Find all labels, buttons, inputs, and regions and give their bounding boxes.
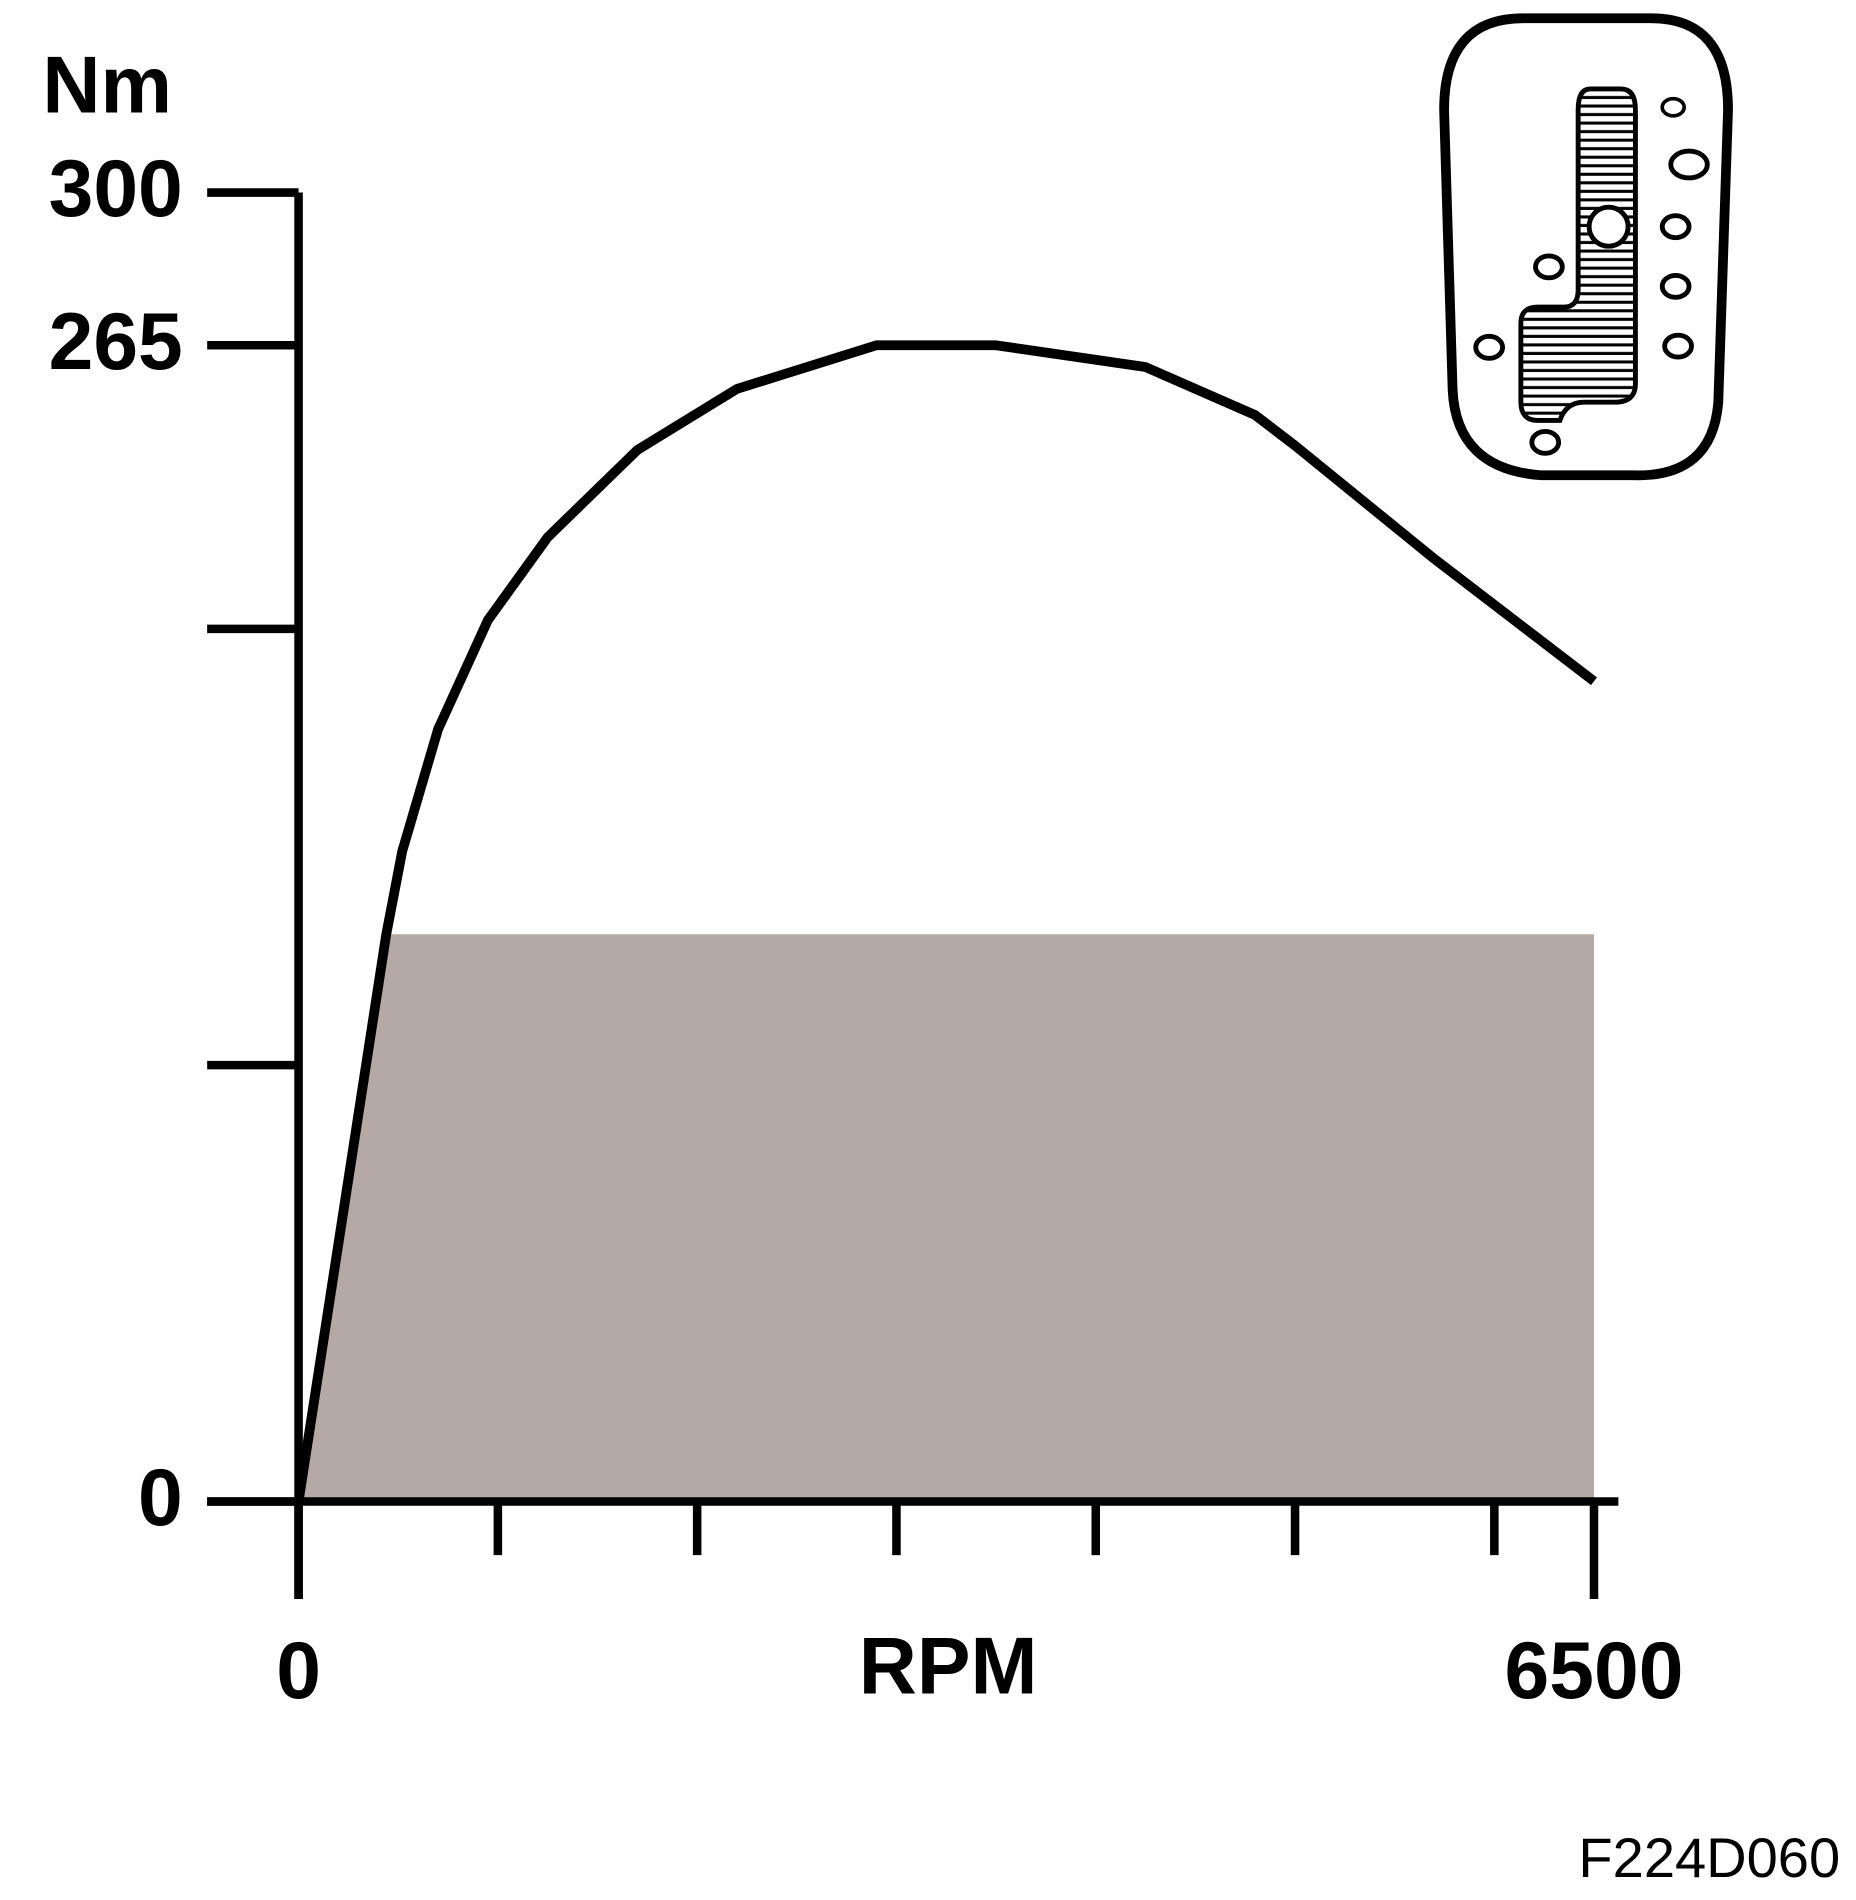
gear-mark [1662, 332, 1694, 360]
gear-mark [1473, 333, 1506, 361]
shifter-gate [1518, 86, 1638, 423]
y-tick-label: 0 [138, 1453, 183, 1543]
shifter-knob [1586, 204, 1631, 249]
gear-mark [1660, 96, 1686, 118]
plot-area: 0 265 300 0 6500 [49, 144, 1684, 1716]
gear-mark [1659, 213, 1692, 241]
gear-mark [1529, 428, 1562, 456]
gear-shifter-icon [1439, 13, 1733, 481]
x-tick-label: 0 [276, 1626, 321, 1716]
gear-mark [1533, 253, 1565, 281]
y-tick-label: 265 [49, 297, 183, 387]
shifter-outline [1439, 13, 1733, 481]
shaded-area [298, 934, 1594, 1502]
torque-curve [293, 340, 1597, 1503]
y-axis-label: Nm [42, 41, 172, 131]
x-axis-label: RPM [859, 1621, 1038, 1711]
y-tick-label: 300 [49, 144, 183, 234]
gear-mark [1659, 272, 1692, 300]
gear-mark [1668, 148, 1710, 181]
x-tick-label: 6500 [1505, 1626, 1684, 1716]
figure-id: F224D060 [1578, 1826, 1840, 1889]
